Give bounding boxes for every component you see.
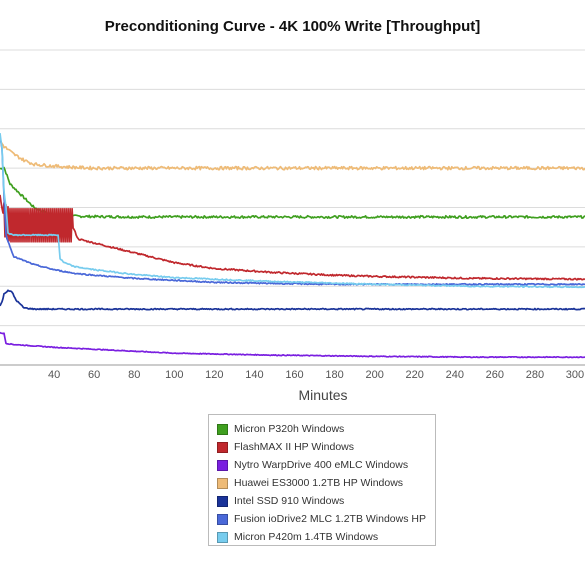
legend-swatch <box>217 441 228 453</box>
series-lines <box>0 132 585 359</box>
legend-item[interactable]: Fusion ioDrive2 MLC 1.2TB Windows HP <box>217 510 435 528</box>
legend-swatch <box>217 459 228 471</box>
legend-swatch <box>217 477 228 489</box>
legend-label: Huawei ES3000 1.2TB HP Windows <box>234 477 404 489</box>
x-tick-label: 200 <box>365 369 383 381</box>
x-tick-label: 100 <box>165 369 183 381</box>
legend-swatch <box>217 513 228 525</box>
legend-item[interactable]: Intel SSD 910 Windows <box>217 492 435 510</box>
x-tick-label: 240 <box>446 369 464 381</box>
legend-label: Fusion ioDrive2 MLC 1.2TB Windows HP <box>234 513 426 525</box>
x-tick-label: 280 <box>526 369 544 381</box>
legend: Micron P320h Windows FlashMAX II HP Windo… <box>208 414 436 546</box>
series-line <box>0 132 585 289</box>
series-line <box>0 331 585 359</box>
x-tick-label: 60 <box>88 369 100 381</box>
legend-item[interactable]: FlashMAX II HP Windows <box>217 438 435 456</box>
legend-item[interactable]: Micron P320h Windows <box>217 420 435 438</box>
grid-lines <box>0 49 585 366</box>
legend-swatch <box>217 531 228 543</box>
legend-label: Nytro WarpDrive 400 eMLC Windows <box>234 459 409 471</box>
x-tick-label: 220 <box>406 369 424 381</box>
x-tick-label: 260 <box>486 369 504 381</box>
legend-item[interactable]: Nytro WarpDrive 400 eMLC Windows <box>217 456 435 474</box>
x-tick-label: 140 <box>245 369 263 381</box>
series-line <box>0 140 585 171</box>
legend-swatch <box>217 495 228 507</box>
series-line <box>0 194 585 281</box>
x-tick-label: 180 <box>325 369 343 381</box>
series-line <box>0 136 585 286</box>
legend-label: Micron P320h Windows <box>234 423 345 435</box>
x-tick-labels: 40 60 80 100 120 140 160 180 200 220 240 260 280 300 <box>48 369 584 381</box>
chart-title: Preconditioning Curve - 4K 100% Write [T… <box>104 18 481 35</box>
x-tick-label: 300 <box>566 369 584 381</box>
legend-item[interactable]: Huawei ES3000 1.2TB HP Windows <box>217 474 435 492</box>
series-line <box>0 289 585 311</box>
x-tick-label: 80 <box>128 369 140 381</box>
x-tick-label: 40 <box>48 369 60 381</box>
x-tick-label: 160 <box>285 369 303 381</box>
x-tick-label: 120 <box>205 369 223 381</box>
legend-item[interactable]: Micron P420m 1.4TB Windows <box>217 528 435 546</box>
x-axis-title: Minutes <box>298 387 347 403</box>
legend-label: FlashMAX II HP Windows <box>234 441 355 453</box>
legend-swatch <box>217 423 228 435</box>
series-line <box>0 166 585 219</box>
legend-label: Micron P420m 1.4TB Windows <box>234 531 379 543</box>
legend-label: Intel SSD 910 Windows <box>234 495 345 507</box>
